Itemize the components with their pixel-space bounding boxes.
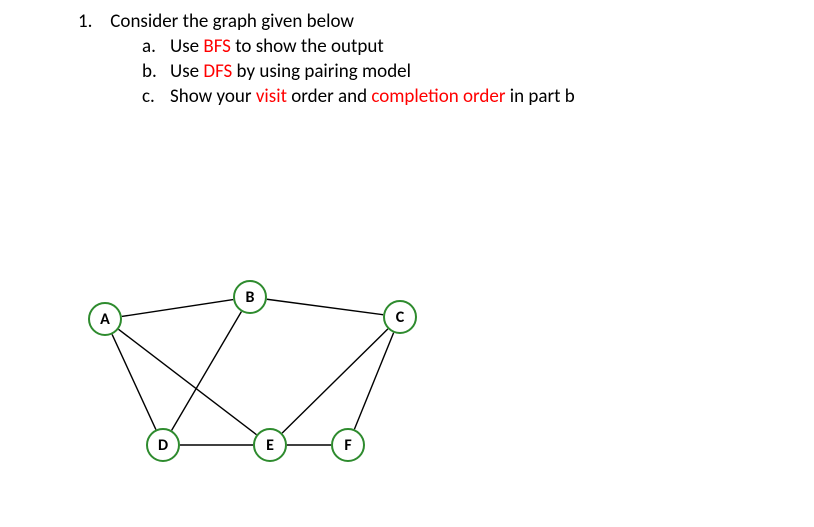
sub-text: order and: [287, 85, 371, 108]
graph-node-label: D: [158, 436, 168, 455]
sub-question: c.Show your visit order and completion o…: [142, 85, 774, 108]
sub-letter: c.: [142, 85, 170, 108]
sub-question: b.Use DFS by using pairing model: [142, 60, 774, 83]
highlighted-term: visit: [256, 85, 287, 108]
question-stem-line: 1. Consider the graph given below: [78, 10, 774, 33]
graph-node-label: F: [344, 436, 351, 455]
graph-node-label: A: [100, 310, 110, 329]
question-block: 1. Consider the graph given below a.Use …: [78, 10, 774, 110]
graph-node-f: F: [331, 428, 365, 462]
graph-edge: [119, 329, 257, 434]
sub-question: a.Use BFS to show the output: [142, 35, 774, 58]
sub-text: by using pairing model: [232, 60, 411, 83]
highlighted-term: completion order: [371, 85, 505, 108]
graph-edge: [122, 300, 233, 317]
sub-letter: b.: [142, 60, 170, 83]
graph-edge: [172, 312, 242, 431]
sub-text: to show the output: [231, 35, 384, 58]
graph-node-d: D: [146, 428, 180, 462]
sub-text: Show your: [170, 85, 256, 108]
question-stem: Consider the graph given below: [110, 10, 354, 33]
graph-node-a: A: [88, 302, 122, 336]
graph-edge: [267, 299, 383, 315]
graph-edge: [282, 329, 388, 433]
highlighted-term: BFS: [203, 35, 231, 58]
graph-edge: [354, 333, 393, 430]
graph-node-b: B: [233, 280, 267, 314]
sub-text: Use: [170, 60, 203, 83]
sub-text: in part b: [505, 85, 574, 108]
graph-node-label: E: [266, 436, 274, 455]
highlighted-term: DFS: [203, 60, 232, 83]
graph-node-label: C: [396, 308, 404, 327]
graph-node-label: B: [246, 288, 255, 307]
question-number: 1.: [78, 10, 106, 33]
graph-node-c: C: [383, 300, 417, 334]
sub-letter: a.: [142, 35, 170, 58]
sub-text: Use: [170, 35, 203, 58]
graph-node-e: E: [253, 428, 287, 462]
graph-edge: [112, 334, 156, 429]
